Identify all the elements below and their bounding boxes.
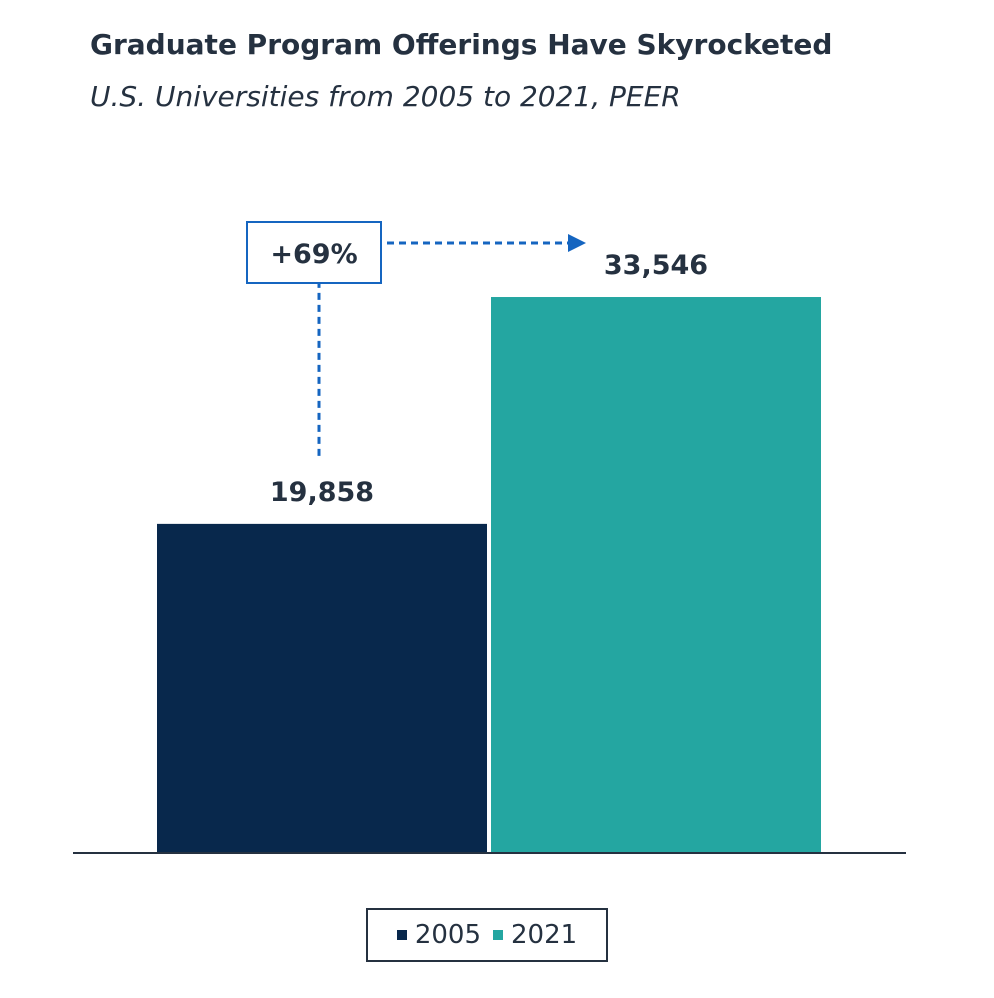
legend-item-2021[interactable]: 2021 xyxy=(493,920,577,950)
data-label-2005: 19,858 xyxy=(270,477,374,508)
legend-swatch-2005 xyxy=(396,930,407,940)
page-subtitle: U.S. Universities from 2005 to 2021, PEE… xyxy=(90,80,681,113)
bar-2005 xyxy=(157,523,487,853)
legend-swatch-2021 xyxy=(493,930,503,940)
annotation-label: +69% xyxy=(270,239,357,270)
legend-label-2005: 2005 xyxy=(414,920,481,950)
data-label-2021: 33,546 xyxy=(604,250,708,281)
page-title: Graduate Program Offerings Have Skyrocke… xyxy=(90,28,833,61)
legend-item-2005[interactable]: 2005 xyxy=(396,920,481,950)
annotation-box xyxy=(246,221,382,284)
legend-label-2021: 2021 xyxy=(511,920,578,950)
chart-legend: 2005 2021 xyxy=(366,908,608,962)
bar-2021 xyxy=(491,297,821,853)
annotation-arrowhead xyxy=(568,234,586,252)
